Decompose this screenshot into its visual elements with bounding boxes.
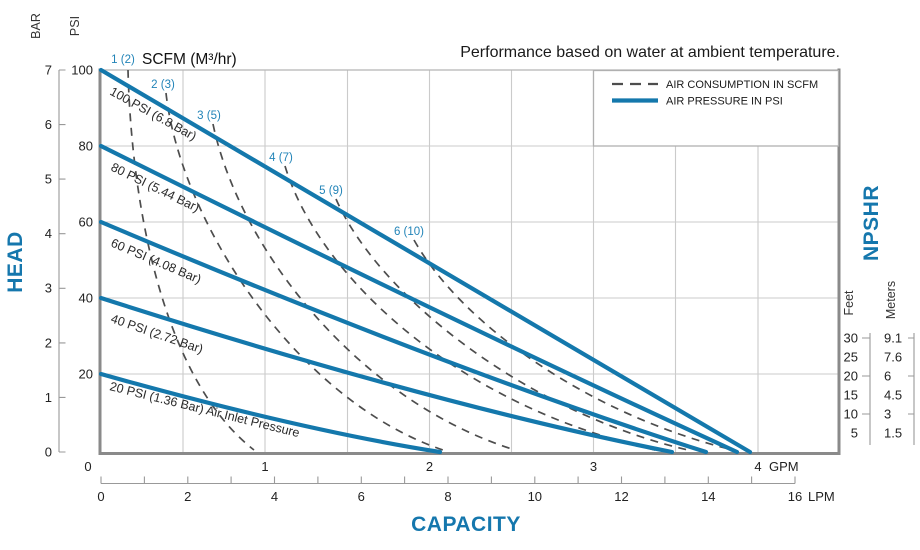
meters-tick-label: 4.5	[884, 388, 902, 403]
feet-tick-label: 10	[844, 407, 858, 422]
meters-tick-label: 7.6	[884, 350, 902, 365]
gpm-tick-label: 3	[590, 459, 597, 474]
lpm-unit-label: LPM	[808, 489, 835, 504]
consumption-label-6: 6 (10)	[394, 226, 424, 238]
gpm-tick-label: 1	[261, 459, 268, 474]
lpm-tick-label: 2	[184, 489, 191, 504]
air-pressure-curves	[98, 67, 753, 455]
gpm-axis: 0 1 2 3 4 GPM	[84, 459, 798, 474]
psi-unit-label: PSI	[68, 16, 82, 36]
psi-tick-label: 100	[71, 63, 93, 78]
consumption-curve-2-scfm	[165, 92, 444, 451]
bar-tick-label: 2	[45, 336, 52, 351]
pressure-curve-20psi	[98, 371, 443, 455]
pressure-curve-label-100: 100 PSI (6.8 Bar)	[108, 84, 199, 143]
consumption-label-4: 4 (7)	[269, 152, 293, 164]
consumption-label-1: 1 (2)	[111, 54, 135, 66]
bar-tick-label: 5	[45, 172, 52, 187]
lpm-axis: 0 2 4 6 8 10 12 14 16 LPM CAPACITY	[97, 476, 835, 536]
lpm-tick-label: 6	[358, 489, 365, 504]
lpm-tick-label: 14	[701, 489, 715, 504]
lpm-tick-label: 16	[788, 489, 802, 504]
psi-tick-label: 80	[79, 139, 93, 154]
lpm-tick-label: 10	[528, 489, 542, 504]
meters-tick-label: 9.1	[884, 331, 902, 346]
meters-tick-label: 6	[884, 369, 891, 384]
bar-tick-label: 0	[45, 445, 52, 460]
legend-air-pressure-label: AIR PRESSURE IN PSI	[666, 96, 783, 108]
pressure-curve-80psi	[98, 143, 740, 455]
consumption-label-3: 3 (5)	[197, 110, 221, 122]
feet-tick-label: 15	[844, 388, 858, 403]
pressure-curve-40psi	[98, 295, 675, 455]
meters-scale-bracket	[908, 333, 915, 445]
legend-air-consumption-label: AIR CONSUMPTION IN SCFM	[666, 79, 818, 91]
gpm-tick-label: 2	[426, 459, 433, 474]
consumption-curve-3-scfm	[212, 123, 516, 451]
gpm-unit-label: GPM	[769, 459, 799, 474]
meters-unit-label: Meters	[884, 281, 898, 319]
pressure-curve-label-40: 40 PSI (2.72 Bar)	[109, 312, 205, 357]
pressure-curve-100psi	[98, 67, 753, 455]
consumption-curve-labels: 1 (2) SCFM (M³/hr) 2 (3) 3 (5) 4 (7) 5 (…	[111, 51, 424, 238]
lpm-scale-line	[100, 476, 796, 485]
bar-tick-label: 4	[45, 226, 52, 241]
gpm-tick-label: 0	[84, 459, 91, 474]
pressure-curve-label-20: 20 PSI (1.36 Bar) Air Inlet Pressure	[108, 379, 301, 440]
capacity-axis-title: CAPACITY	[411, 513, 521, 536]
scfm-units-header: SCFM (M³/hr)	[142, 51, 237, 68]
pressure-curve-labels: 100 PSI (6.8 Bar) 80 PSI (5.44 Bar) 60 P…	[108, 84, 302, 440]
bar-unit-label: BAR	[29, 13, 43, 39]
lpm-tick-label: 8	[444, 489, 451, 504]
head-axis-title: HEAD	[4, 231, 27, 293]
feet-scale-bracket	[862, 333, 871, 445]
feet-tick-label: 5	[851, 426, 858, 441]
head-axis: BAR PSI 7 6 5 4 3 2 1 0 100 80 60 40 20 …	[4, 13, 93, 459]
bar-tick-label: 3	[45, 281, 52, 296]
bar-scale-bracket	[58, 69, 66, 453]
feet-tick-label: 30	[844, 331, 858, 346]
chart-title: Performance based on water at ambient te…	[460, 44, 840, 61]
bar-tick-label: 7	[45, 63, 52, 78]
psi-tick-label: 60	[79, 215, 93, 230]
psi-tick-label: 20	[79, 367, 93, 382]
npshr-axis: NPSHR Feet Meters 30 25 20 15 10 5 9.1 7…	[842, 185, 915, 445]
meters-tick-label: 3	[884, 407, 891, 422]
feet-tick-label: 20	[844, 369, 858, 384]
lpm-tick-label: 12	[614, 489, 628, 504]
feet-tick-label: 25	[844, 350, 858, 365]
feet-unit-label: Feet	[842, 290, 856, 316]
lpm-tick-label: 4	[271, 489, 278, 504]
air-consumption-curves	[127, 69, 734, 451]
bar-tick-label: 6	[45, 117, 52, 132]
consumption-curve-6-scfm	[413, 239, 734, 451]
consumption-curve-1-scfm	[127, 69, 255, 451]
pressure-curve-60psi	[98, 219, 709, 455]
npshr-axis-title: NPSHR	[860, 185, 883, 261]
legend: AIR CONSUMPTION IN SCFM AIR PRESSURE IN …	[592, 69, 840, 147]
consumption-label-5: 5 (9)	[319, 185, 343, 197]
consumption-curve-4-scfm	[284, 165, 656, 451]
consumption-curve-5-scfm	[335, 198, 689, 451]
lpm-tick-label: 0	[97, 489, 104, 504]
consumption-label-2: 2 (3)	[151, 79, 175, 91]
gpm-tick-label: 4	[754, 459, 761, 474]
bar-tick-label: 1	[45, 390, 52, 405]
meters-tick-label: 1.5	[884, 426, 902, 441]
psi-tick-label: 40	[79, 291, 93, 306]
